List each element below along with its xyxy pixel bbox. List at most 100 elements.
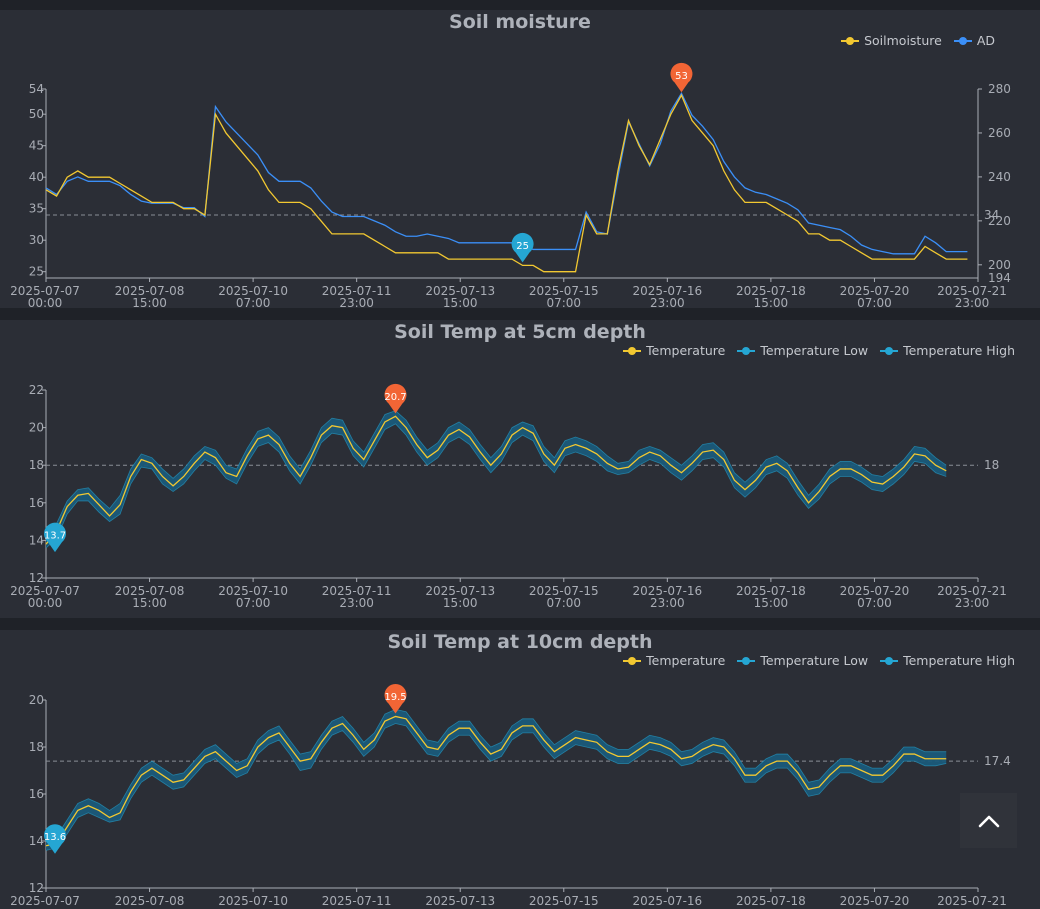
x-tick-label: 15:00 <box>443 596 478 610</box>
x-tick-label: 00:00 <box>28 596 63 610</box>
legend-item-temperature-low[interactable]: Temperature Low <box>737 343 868 358</box>
y-tick-label: 12 <box>29 881 44 895</box>
x-tick-label: 2025-07-21 <box>937 584 1007 598</box>
min-value-pin: 25 <box>511 232 534 263</box>
y-tick-label: 22 <box>29 383 44 397</box>
x-tick-label: 2025-07-11 <box>322 284 392 298</box>
chart-legend: Soilmoisture AD <box>841 33 995 48</box>
series-line-temperature <box>45 715 947 847</box>
x-tick-label: 2025-07-08 <box>115 894 185 908</box>
x-tick-label: 07:00 <box>546 596 581 610</box>
pin-label: 20.7 <box>384 392 406 403</box>
pin-shape <box>511 232 534 263</box>
x-tick-label: 2025-07-15 <box>529 894 599 908</box>
legend-item-temperature-low[interactable]: Temperature Low <box>737 653 868 668</box>
temperature-range-band <box>46 709 947 851</box>
soil-temp-10cm-chart: 12 14 16 18 20 2025-07-07 2025-07-08 2025-07-10… <box>10 683 1011 908</box>
series-line-temperature <box>45 415 947 545</box>
x-tick-label: 15:00 <box>443 296 478 308</box>
min-value-pin: 13.6 <box>44 824 66 854</box>
pin-label: 25 <box>516 241 529 252</box>
max-value-pin: 20.7 <box>384 383 407 414</box>
x-tick-label: 2025-07-15 <box>529 584 599 598</box>
y-tick-label: 30 <box>29 233 44 247</box>
x-tick-label: 2025-07-10 <box>218 894 288 908</box>
pin-label: 19.5 <box>384 692 406 703</box>
x-tick-label: 2025-07-10 <box>218 284 288 298</box>
y-tick-label: 20 <box>29 693 44 707</box>
y-tick-label: 12 <box>29 571 44 585</box>
x-tick-label: 2025-07-08 <box>115 584 185 598</box>
x-tick-label: 15:00 <box>132 596 167 610</box>
x-tick-label: 2025-07-11 <box>322 584 392 598</box>
x-tick-label: 23:00 <box>955 596 990 610</box>
x-tick-label: 23:00 <box>650 296 685 308</box>
y2-tick-label: 240 <box>988 170 1011 184</box>
x-tick-label: 2025-07-11 <box>322 894 392 908</box>
x-tick-label: 07:00 <box>857 596 892 610</box>
x-tick-label: 23:00 <box>955 296 990 308</box>
series-line-temperature-low <box>45 723 947 851</box>
x-tick-label: 07:00 <box>236 296 271 308</box>
legend-line-icon <box>841 36 860 46</box>
legend-line-icon <box>623 346 642 356</box>
x-tick-label: 15:00 <box>132 296 167 308</box>
series-line-temperature-high <box>45 708 947 842</box>
x-tick-label: 2025-07-20 <box>840 894 910 908</box>
y2-tick-label: 220 <box>988 214 1011 228</box>
x-tick-label: 2025-07-16 <box>632 584 702 598</box>
back-to-top-button[interactable] <box>960 793 1017 848</box>
x-tick-label: 2025-07-07 <box>10 894 80 908</box>
chart-legend: Temperature Temperature Low Temperature … <box>623 343 1015 358</box>
soil-temp-5cm-panel: Soil Temp at 5cm depth Temperature Tempe… <box>0 320 1040 618</box>
series-line-temperature-high <box>45 410 947 539</box>
x-tick-label: 2025-07-20 <box>840 284 910 298</box>
soil-temp-5cm-chart: 1214161820222025-07-0700:002025-07-0815:… <box>10 383 1007 610</box>
x-tick-label: 2025-07-15 <box>529 284 599 298</box>
x-tick-label: 23:00 <box>650 596 685 610</box>
legend-item-temperature-high[interactable]: Temperature High <box>880 343 1015 358</box>
pin-shape <box>384 383 407 414</box>
x-tick-label: 00:00 <box>28 296 63 308</box>
pin-shape <box>44 824 66 854</box>
x-tick-label: 15:00 <box>754 296 789 308</box>
x-tick-label: 07:00 <box>236 596 271 610</box>
legend-line-icon <box>953 36 972 46</box>
pin-shape <box>384 683 407 714</box>
x-tick-label: 07:00 <box>546 296 581 308</box>
soil-temp-10cm-panel: Soil Temp at 10cm depth Temperature Temp… <box>0 630 1040 909</box>
y-tick-label: 35 <box>29 202 44 216</box>
soil-moisture-chart: 253035404550542002202402602801942025-07-… <box>10 62 1011 308</box>
x-tick-label: 2025-07-20 <box>840 584 910 598</box>
x-tick-label: 23:00 <box>339 596 374 610</box>
x-tick-label: 2025-07-18 <box>736 894 806 908</box>
chart-title: Soil moisture <box>449 11 591 33</box>
pin-shape <box>44 522 66 553</box>
x-tick-label: 23:00 <box>339 296 374 308</box>
pin-label: 13.7 <box>44 531 66 542</box>
chart-title: Soil Temp at 5cm depth <box>394 321 646 343</box>
legend-item-temperature-high[interactable]: Temperature High <box>880 653 1015 668</box>
legend-item-ad[interactable]: AD <box>953 33 995 48</box>
max-value-pin: 53 <box>670 62 693 93</box>
x-tick-label: 15:00 <box>754 596 789 610</box>
pin-shape <box>670 62 693 93</box>
legend-line-icon <box>880 346 899 356</box>
y-tick-label: 25 <box>29 265 44 279</box>
series-line-soilmoisture <box>45 93 968 273</box>
legend-line-icon <box>880 656 899 666</box>
chart-legend: Temperature Temperature Low Temperature … <box>623 653 1015 668</box>
x-tick-label: 07:00 <box>857 296 892 308</box>
x-tick-label: 2025-07-18 <box>736 284 806 298</box>
y-tick-label: 14 <box>29 533 44 547</box>
x-tick-label: 2025-07-07 <box>10 584 80 598</box>
x-tick-label: 2025-07-21 <box>937 894 1007 908</box>
x-tick-label: 2025-07-10 <box>218 584 288 598</box>
legend-line-icon <box>623 656 642 666</box>
legend-item-soilmoisture[interactable]: Soilmoisture <box>841 33 942 48</box>
legend-item-temperature[interactable]: Temperature <box>623 343 725 358</box>
y2-tick-label: 200 <box>988 258 1011 272</box>
x-tick-label: 2025-07-08 <box>115 284 185 298</box>
legend-item-temperature[interactable]: Temperature <box>623 653 725 668</box>
y-tick-label: 16 <box>29 787 44 801</box>
